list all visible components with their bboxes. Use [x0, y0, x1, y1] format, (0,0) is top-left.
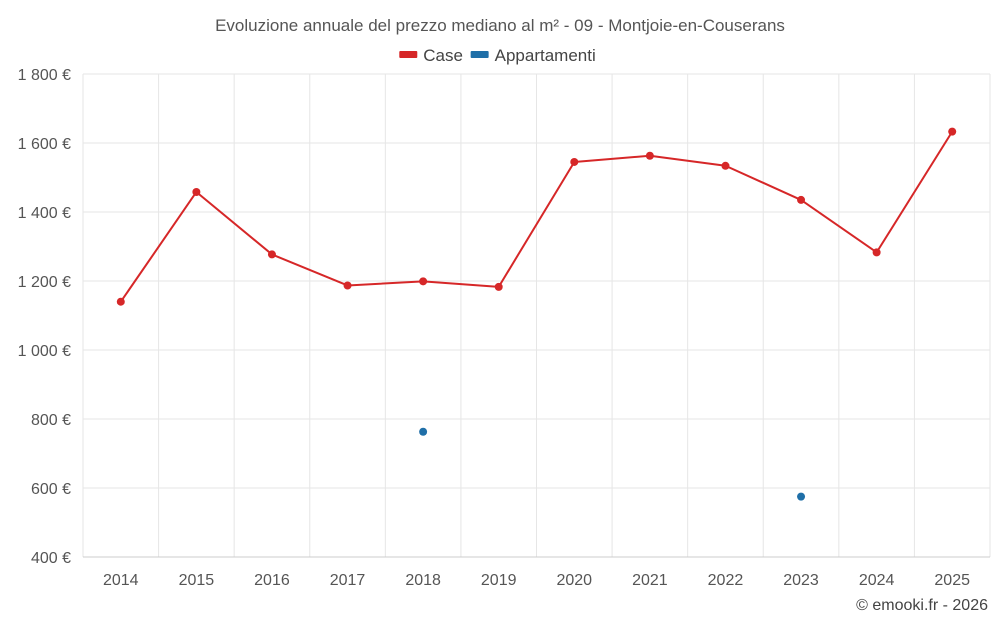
y-tick-label: 1 800 €	[18, 67, 71, 84]
y-axis-ticks: 400 € 600 € 800 € 1 000 € 1 200 € 1 400 € 1 60…	[18, 67, 71, 567]
data-point-appartamenti[interactable]	[419, 427, 428, 436]
x-tick-label: 2019	[481, 572, 517, 589]
legend-label-case[interactable]: Case	[423, 46, 463, 65]
y-tick-label: 1 200 €	[18, 274, 71, 291]
y-tick-label: 1 600 €	[18, 136, 71, 153]
y-tick-label: 1 000 €	[18, 343, 71, 360]
data-point-case[interactable]	[494, 282, 503, 291]
data-point-case[interactable]	[192, 187, 201, 196]
legend-label-appartamenti[interactable]: Appartamenti	[495, 46, 596, 65]
y-tick-label: 400 €	[31, 550, 71, 567]
y-tick-label: 1 400 €	[18, 205, 71, 222]
x-tick-label: 2020	[556, 572, 592, 589]
legend-swatch-appartamenti[interactable]	[470, 51, 489, 58]
x-tick-label: 2022	[708, 572, 744, 589]
data-point-case[interactable]	[343, 281, 352, 290]
x-tick-label: 2018	[405, 572, 441, 589]
data-point-case[interactable]	[419, 277, 428, 286]
data-point-case[interactable]	[797, 195, 806, 204]
x-tick-label: 2025	[934, 572, 970, 589]
data-point-case[interactable]	[570, 157, 579, 166]
data-point-case[interactable]	[721, 161, 730, 170]
series	[116, 127, 957, 501]
x-tick-label: 2016	[254, 572, 290, 589]
y-tick-label: 800 €	[31, 412, 71, 429]
y-tick-label: 600 €	[31, 481, 71, 498]
grid	[82, 73, 991, 558]
legend: Case Appartamenti	[399, 46, 596, 65]
x-tick-label: 2024	[859, 572, 895, 589]
data-point-case[interactable]	[645, 151, 654, 160]
data-point-case[interactable]	[116, 297, 125, 306]
data-point-case[interactable]	[872, 248, 881, 257]
data-point-case[interactable]	[948, 127, 957, 136]
x-tick-label: 2023	[783, 572, 819, 589]
legend-swatch-case[interactable]	[399, 51, 418, 58]
credit-text: © emooki.fr - 2026	[856, 597, 988, 614]
data-point-case[interactable]	[267, 250, 276, 259]
chart-title: Evoluzione annuale del prezzo mediano al…	[215, 16, 785, 35]
x-tick-label: 2015	[179, 572, 215, 589]
x-tick-label: 2014	[103, 572, 139, 589]
series-line-case	[119, 131, 954, 303]
x-tick-label: 2017	[330, 572, 366, 589]
x-tick-label: 2021	[632, 572, 668, 589]
x-axis-ticks: 2014 2015 2016 2017 2018 2019 2020 2021 2022 2023…	[103, 572, 970, 589]
data-point-appartamenti[interactable]	[797, 492, 806, 501]
